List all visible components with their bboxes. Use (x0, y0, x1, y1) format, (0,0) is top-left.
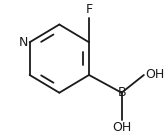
Text: B: B (117, 86, 126, 99)
Text: F: F (85, 3, 93, 16)
Text: N: N (19, 36, 28, 49)
Text: OH: OH (145, 68, 165, 81)
Text: OH: OH (112, 121, 131, 134)
